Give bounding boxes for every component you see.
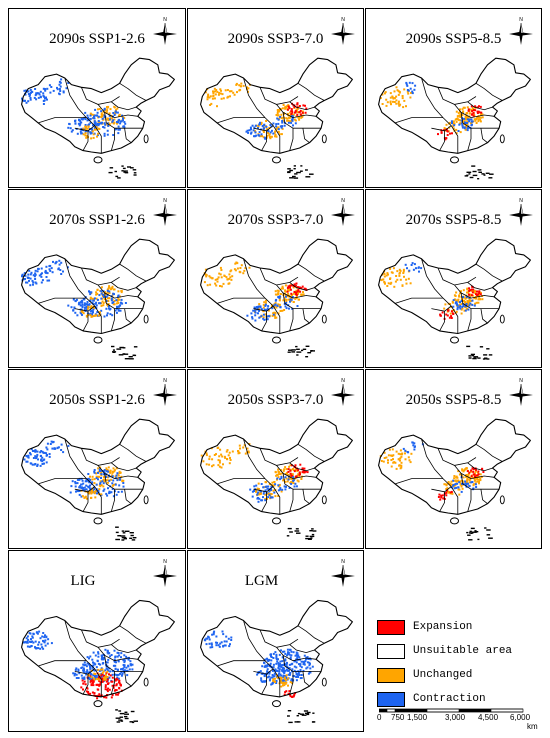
north-arrow-icon: N <box>153 198 177 226</box>
panel-title: 2090s SSP3-7.0 <box>227 31 324 47</box>
north-arrow-icon: N <box>153 559 177 587</box>
scale-bar: 0 750 1,500 3,000 4,500 6,000 km <box>377 708 542 736</box>
north-arrow-icon: N <box>331 559 355 587</box>
map-panel-5: N 2070s SSP5-8.5 <box>365 189 542 368</box>
legend-swatch-unchanged <box>377 668 405 683</box>
distribution-map <box>200 57 353 179</box>
distribution-map <box>200 418 353 540</box>
panel-title: 2050s SSP5-8.5 <box>405 392 502 408</box>
legend-swatch-unsuitable <box>377 644 405 659</box>
north-arrow-icon: N <box>509 198 533 226</box>
panel-title: 2070s SSP5-8.5 <box>405 212 502 228</box>
distribution-map <box>200 238 353 358</box>
distribution-map <box>21 599 175 724</box>
panel-title: LIG <box>70 573 96 589</box>
panel-title: 2090s SSP1-2.6 <box>49 31 145 47</box>
scale-label-0: 0 <box>377 713 382 722</box>
distribution-map <box>200 599 353 724</box>
panel-title: 2090s SSP5-8.5 <box>405 31 502 47</box>
map-panel-0: N 2090s SSP1-2.6 <box>8 8 186 188</box>
north-arrow-icon: N <box>331 198 355 226</box>
scale-label-4500: 4,500 <box>478 713 499 722</box>
map-panel-2: N 2090s SSP5-8.5 <box>365 8 542 188</box>
legend-swatch-expansion <box>377 620 405 635</box>
scale-label-1500: 1,500 <box>407 713 428 722</box>
distribution-map <box>21 238 175 360</box>
north-arrow-icon: N <box>331 17 355 45</box>
compass-label: N <box>163 17 167 23</box>
distribution-map <box>21 57 175 179</box>
distribution-map <box>21 418 175 541</box>
compass-label: N <box>519 378 523 384</box>
distribution-map <box>378 418 531 541</box>
map-panel-7: N 2050s SSP3-7.0 <box>187 369 364 549</box>
map-panel-8: N 2050s SSP5-8.5 <box>365 369 542 549</box>
distribution-map <box>378 57 531 180</box>
compass-label: N <box>163 198 167 204</box>
legend: Expansion Unsuitable area Unchanged Cont… <box>377 620 537 730</box>
panel-title: LGM <box>244 573 279 589</box>
compass-label: N <box>341 17 345 23</box>
map-panel-9: N LIG <box>8 550 186 732</box>
north-arrow-icon: N <box>153 378 177 406</box>
map-panel-6: N 2050s SSP1-2.6 <box>8 369 186 549</box>
scale-label-3000: 3,000 <box>445 713 466 722</box>
legend-label-contraction: Contraction <box>413 693 486 705</box>
map-panel-3: N 2070s SSP1-2.6 <box>8 189 186 368</box>
north-arrow-icon: N <box>509 17 533 45</box>
compass-label: N <box>341 378 345 384</box>
legend-label-unchanged: Unchanged <box>413 669 473 681</box>
distribution-map <box>378 238 531 360</box>
compass-label: N <box>519 198 523 204</box>
compass-label: N <box>341 559 345 565</box>
map-panel-4: N 2070s SSP3-7.0 <box>187 189 364 368</box>
compass-label: N <box>519 17 523 23</box>
map-panel-1: N 2090s SSP3-7.0 <box>187 8 364 188</box>
north-arrow-icon: N <box>509 378 533 406</box>
panel-title: 2070s SSP3-7.0 <box>227 212 324 228</box>
panel-title: 2050s SSP1-2.6 <box>49 392 145 408</box>
north-arrow-icon: N <box>331 378 355 406</box>
map-panel-10: N LGM <box>187 550 364 732</box>
scale-label-6000: 6,000 <box>510 713 531 722</box>
scale-unit: km <box>527 722 538 731</box>
legend-label-expansion: Expansion <box>413 621 473 633</box>
compass-label: N <box>163 559 167 565</box>
scale-label-750: 750 <box>391 713 405 722</box>
legend-swatch-contraction <box>377 692 405 707</box>
compass-label: N <box>341 198 345 204</box>
panel-title: 2070s SSP1-2.6 <box>49 212 145 228</box>
panel-title: 2050s SSP3-7.0 <box>227 392 324 408</box>
legend-label-unsuitable: Unsuitable area <box>413 645 513 657</box>
scale-bar-graphic <box>379 708 524 713</box>
north-arrow-icon: N <box>153 17 177 45</box>
compass-label: N <box>163 378 167 384</box>
